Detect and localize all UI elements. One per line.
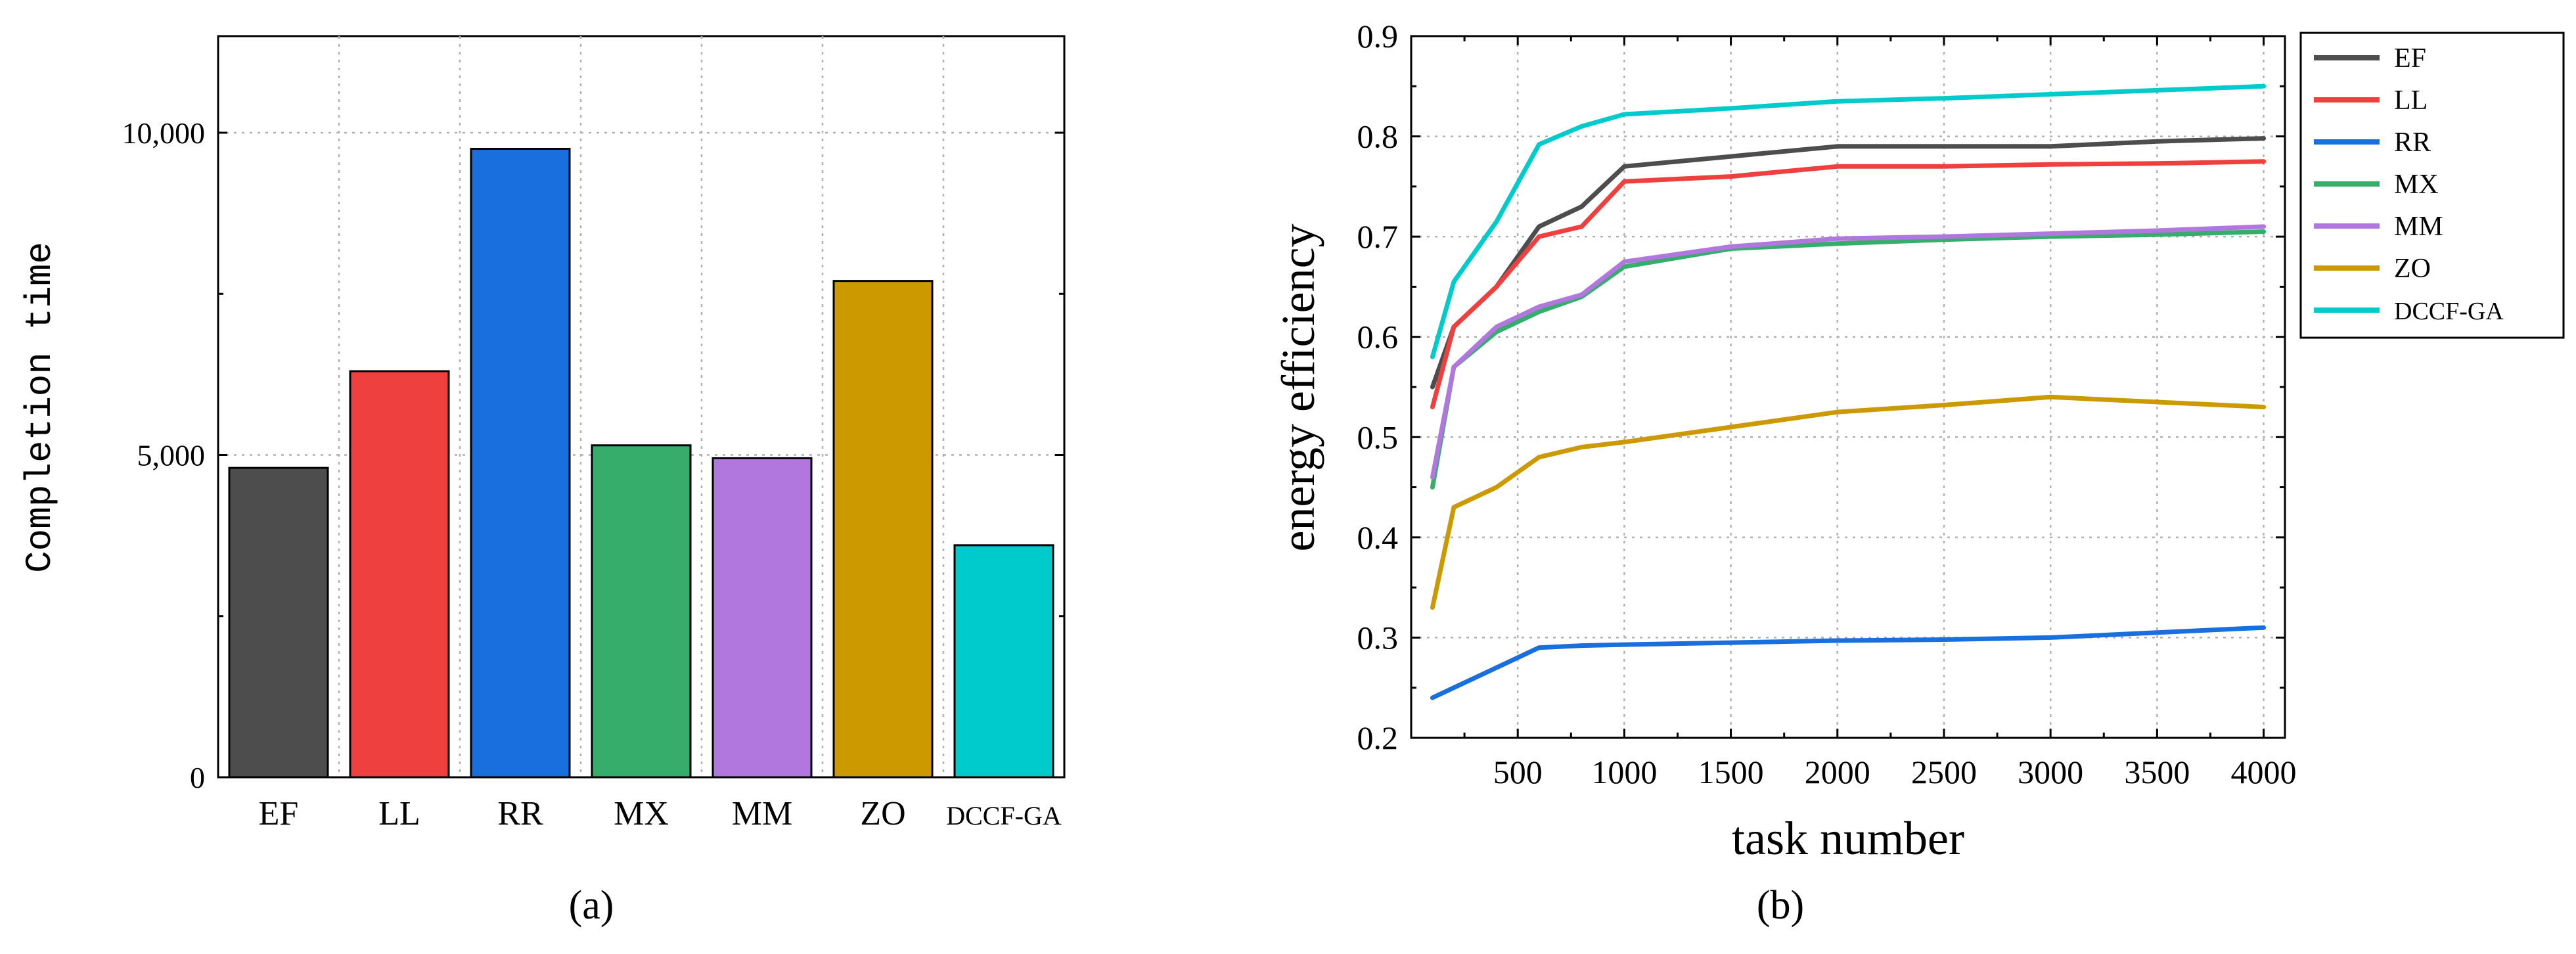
bar-mm [712, 457, 813, 779]
x-category-label-a: ZO [860, 795, 905, 832]
legend-label: DCCF-GA [2394, 298, 2504, 325]
x-tick-label-b: 1500 [1698, 754, 1764, 790]
bar-ll [349, 370, 450, 779]
x-category-label-a: DCCF-GA [946, 801, 1062, 830]
legend-label: MX [2394, 170, 2439, 200]
bar-ef [228, 466, 329, 779]
y-tick-label-b: 0.4 [1357, 519, 1399, 556]
y-tick-label-b: 0.7 [1357, 218, 1399, 255]
series-line-zo [1430, 394, 2267, 610]
series-line-mx [1430, 229, 2267, 490]
bar-mx [591, 444, 692, 779]
legend-label: EF [2394, 43, 2426, 74]
y-tick-label-b: 0.2 [1357, 719, 1399, 756]
bar-chart-panel-a: 0 5,000 10,000 EF LL RR MX MM ZO DCCF-GA Completio… [19, 35, 1066, 928]
panel-label-b: (b) [1757, 883, 1804, 928]
y-axis-label-b: energy efficiency [1272, 223, 1324, 551]
y-tick-label-b: 0.8 [1357, 118, 1399, 155]
x-category-label-a: MX [614, 795, 669, 832]
x-category-label-a: MM [732, 795, 792, 832]
bar-rr [470, 148, 571, 779]
y-axis-label-a: Completion time [19, 242, 61, 573]
y-tick-label-a: 10,000 [122, 116, 206, 150]
x-tick-label-b: 1000 [1591, 754, 1657, 790]
y-tick-label-a: 5,000 [137, 439, 206, 472]
series-line-dccf-ga [1430, 83, 2267, 359]
bar-dccf-ga [953, 544, 1054, 779]
series-line-ef [1430, 136, 2267, 390]
series-line-mm [1430, 224, 2267, 480]
x-tick-label-b: 2500 [1911, 754, 1977, 790]
panel-label-a: (a) [569, 883, 614, 928]
y-tick-label-a: 0 [190, 761, 205, 794]
legend-label: LL [2394, 85, 2428, 116]
x-tick-label-b: 3500 [2124, 754, 2190, 790]
x-axis-label-b: task number [1732, 812, 1964, 865]
y-tick-label-b: 0.6 [1357, 319, 1399, 355]
series-line-ll [1430, 159, 2267, 409]
series-line-rr [1430, 625, 2267, 700]
line-chart-panel-b: 0.2 0.3 0.4 0.5 0.6 0.7 0.8 0.9 500 1000 1500 2000 2… [1272, 18, 2565, 928]
bar-zo [832, 280, 934, 779]
x-tick-label-b: 3000 [2018, 754, 2083, 790]
legend-label: MM [2394, 212, 2443, 242]
x-tick-label-b: 500 [1493, 754, 1543, 790]
y-tick-label-b: 0.5 [1357, 419, 1399, 455]
legend-b: EF LL RR MX MM ZO DCCF-GA [2299, 32, 2565, 339]
x-category-label-a: LL [378, 795, 420, 832]
legend-label: ZO [2394, 254, 2431, 284]
legend-label: RR [2394, 127, 2431, 158]
x-category-label-a: RR [497, 795, 543, 832]
x-tick-label-b: 4000 [2231, 754, 2297, 790]
x-category-label-a: EF [259, 795, 299, 832]
y-tick-label-b: 0.3 [1357, 619, 1399, 656]
x-tick-label-b: 2000 [1805, 754, 1870, 790]
y-tick-label-b: 0.9 [1357, 18, 1399, 55]
